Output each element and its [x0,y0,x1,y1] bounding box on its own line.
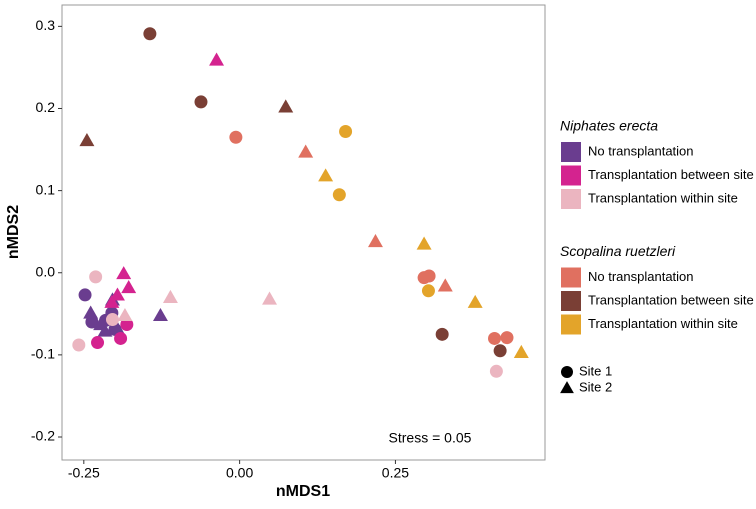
circle-point [105,313,119,327]
legend-label: Site 2 [579,379,612,394]
circle-point [561,366,573,378]
triangle-point [560,381,574,394]
legend-label: Transplantation within site [588,190,738,205]
legend-swatch [561,189,581,209]
triangle-point [262,291,278,305]
triangle-point [368,234,383,248]
circle-point [120,317,134,331]
circle-point [493,344,507,358]
circle-point [339,124,353,138]
triangle-point [97,323,113,337]
circle-point [489,364,503,378]
y-tick-label: 0.3 [36,17,56,33]
legend-label: No transplantation [588,269,694,284]
triangle-point [117,307,133,322]
triangle-point [513,344,529,359]
stress-annotation: Stress = 0.05 [389,430,472,446]
x-tick-label: 0.25 [382,465,409,481]
circle-point [421,284,435,298]
circle-point [422,269,436,283]
circle-point [143,27,157,41]
legend-label: Site 1 [579,363,612,378]
circle-point [229,130,243,144]
circle-point [72,338,86,352]
plot-panel [61,4,546,461]
triangle-point [416,236,432,250]
triangle-point [209,52,225,66]
triangle-point [116,266,132,280]
y-tick-label: -0.2 [31,428,55,444]
triangle-point [104,294,120,308]
triangle-point [121,280,137,294]
y-axis-title: nMDS2 [5,205,22,259]
triangle-point [83,305,99,319]
circle-point [114,331,128,345]
triangle-point [318,168,334,182]
legend-title: Niphates erecta [560,118,658,134]
legend-swatch [561,165,581,186]
triangle-point [109,287,125,301]
triangle-point [278,99,294,113]
circle-point [488,331,502,345]
triangle-point [298,144,314,158]
y-tick-label: 0.0 [36,263,56,279]
triangle-point [152,307,168,322]
triangle-point [437,278,453,292]
circle-point [435,327,449,341]
y-tick-label: 0.1 [36,181,56,197]
x-tick-label: -0.25 [68,465,100,481]
triangle-point [162,289,178,303]
legend-swatch [561,267,581,288]
legend-label: Transplantation within site [588,316,738,331]
circle-point [85,315,99,329]
circle-point [78,288,92,302]
circle-point [194,95,208,109]
circle-point [500,331,514,345]
legend-swatch [561,314,581,335]
legend-title: Scopalina ruetzleri [560,243,676,259]
legend-label: Transplantation between site [588,292,754,307]
y-tick-label: -0.1 [31,346,55,362]
x-tick-label: 0.00 [226,465,253,481]
y-tick-label: 0.2 [36,99,56,115]
legend-swatch [561,142,581,162]
triangle-point [467,294,483,308]
circle-point [332,188,346,202]
x-axis-title: nMDS1 [276,483,330,500]
circle-point [91,336,105,350]
legend-label: No transplantation [588,143,694,158]
triangle-point [109,320,125,334]
legend-label: Transplantation between site [588,167,754,182]
circle-point [89,270,103,284]
legend-swatch [561,291,581,311]
triangle-point [79,133,95,147]
